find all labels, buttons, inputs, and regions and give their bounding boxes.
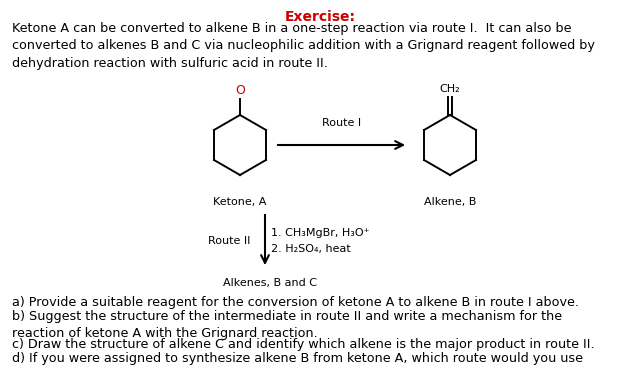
Text: CH₂: CH₂ (440, 84, 460, 94)
Text: d) If you were assigned to synthesize alkene B from ketone A, which route would : d) If you were assigned to synthesize al… (12, 352, 583, 365)
Text: 2. H₂SO₄, heat: 2. H₂SO₄, heat (271, 244, 351, 254)
Text: Alkenes, B and C: Alkenes, B and C (223, 278, 317, 288)
Text: Exercise:: Exercise: (285, 10, 355, 24)
Text: Ketone A can be converted to alkene B in a one-step reaction via route I.  It ca: Ketone A can be converted to alkene B in… (12, 22, 595, 70)
Text: Ketone, A: Ketone, A (213, 197, 267, 207)
Text: c) Draw the structure of alkene C and identify which alkene is the major product: c) Draw the structure of alkene C and id… (12, 338, 595, 351)
Text: Route I: Route I (323, 118, 362, 128)
Text: Alkene, B: Alkene, B (424, 197, 476, 207)
Text: 1. CH₃MgBr, H₃O⁺: 1. CH₃MgBr, H₃O⁺ (271, 228, 369, 238)
Text: O: O (235, 84, 245, 97)
Text: b) Suggest the structure of the intermediate in route II and write a mechanism f: b) Suggest the structure of the intermed… (12, 310, 562, 341)
Text: a) Provide a suitable reagent for the conversion of ketone A to alkene B in rout: a) Provide a suitable reagent for the co… (12, 296, 579, 309)
Text: Route II: Route II (207, 236, 250, 246)
